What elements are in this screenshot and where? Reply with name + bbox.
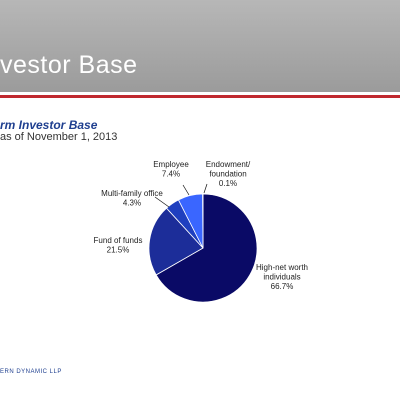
slice-percent-label-2: 4.3% [123,199,141,208]
slice-label-4: foundation [209,170,246,179]
slice-label-0: High-net worth [256,263,308,272]
slice-label-4: Endowment/ [206,160,251,169]
slice-label-2: Multi-family office [101,189,163,198]
leader-lines [154,183,208,208]
slice-percent-label-0: 66.7% [271,282,294,291]
chart-subtitle: rm Investor Base [0,118,98,132]
slice-label-3: Employee [153,160,189,169]
title-band [0,0,400,92]
leader-line-2 [154,196,170,208]
footer-firm-name: ERN DYNAMIC LLP [0,369,62,375]
slice-label-0: individuals [263,273,300,282]
leader-line-4 [203,183,208,194]
slice-label-1: Fund of funds [94,236,143,245]
pie-slice-0 [155,193,258,303]
slice-percent-label-3: 7.4% [162,170,180,179]
pie-slices [148,193,258,303]
title-divider [0,95,400,98]
as-of-date: as of November 1, 2013 [0,131,118,143]
leader-line-3 [182,184,190,196]
slice-percent-label-4: 0.1% [219,179,237,188]
slice-percent-label-1: 21.5% [107,246,130,255]
slide-title: vestor Base [0,51,138,79]
pie-slice-1 [148,207,204,276]
